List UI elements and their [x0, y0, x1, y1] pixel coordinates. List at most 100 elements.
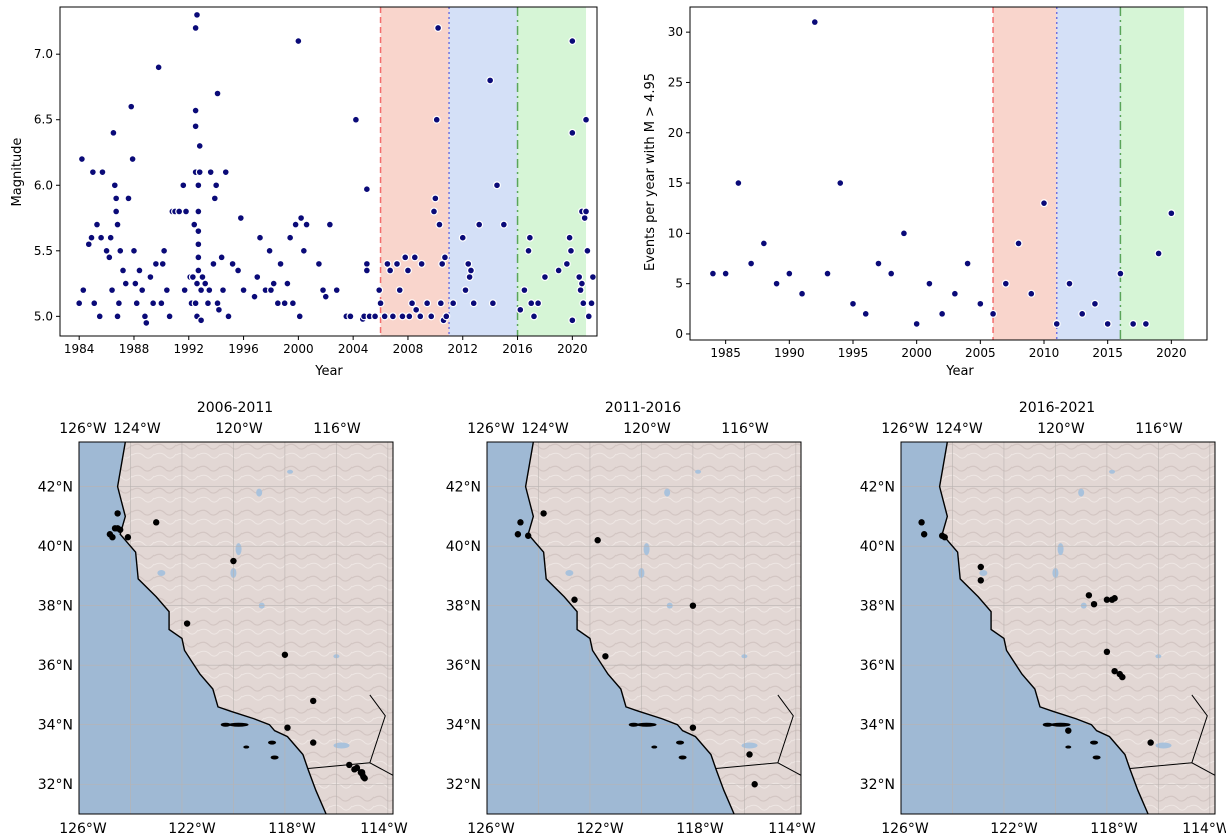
data-point [158, 259, 167, 268]
data-point [1065, 279, 1074, 288]
data-point [376, 299, 385, 308]
map-left-tick-label: 32°N [38, 777, 73, 793]
map-title: 2011-2016 [605, 400, 681, 416]
island [268, 740, 277, 745]
data-point [492, 181, 501, 190]
lake [1155, 742, 1172, 749]
data-point [269, 279, 278, 288]
map-top-tick-label: 120°W [623, 421, 671, 437]
map-title: 2016-2021 [1019, 400, 1095, 416]
event-dot [540, 510, 547, 517]
data-point [190, 220, 199, 229]
data-point [346, 312, 355, 321]
coastline [938, 442, 1149, 814]
data-point [1052, 319, 1061, 328]
data-point [201, 279, 210, 288]
event-dot [284, 724, 291, 731]
data-point [88, 168, 97, 177]
data-point [236, 214, 245, 223]
lake [235, 543, 242, 556]
data-point [810, 18, 819, 27]
data-point [540, 273, 549, 282]
data-point [138, 286, 147, 295]
island [1065, 745, 1072, 749]
map-top-tick-label: 126°W [881, 421, 929, 437]
data-point [403, 266, 412, 275]
data-point [772, 279, 781, 288]
data-point [92, 220, 101, 229]
data-point [179, 181, 188, 190]
data-point [465, 273, 474, 282]
data-point [302, 220, 311, 229]
data-point [417, 259, 426, 268]
data-point [79, 286, 88, 295]
lake [1109, 469, 1116, 474]
data-point [234, 266, 243, 275]
data-point [192, 10, 201, 19]
data-point [423, 299, 432, 308]
event-dot [514, 531, 522, 538]
data-point [580, 214, 589, 223]
data-point [203, 299, 212, 308]
y-tick-label: 20 [668, 126, 683, 140]
map-left-tick-label: 34°N [446, 718, 481, 734]
data-point [566, 246, 575, 255]
data-point [412, 305, 421, 314]
event-dot [746, 751, 753, 758]
data-point [351, 115, 360, 124]
lake [643, 543, 650, 556]
island [1050, 722, 1071, 727]
data-point [197, 286, 206, 295]
y-axis-ticks: 5.0 5.5 6.0 6.5 7.0 [34, 47, 60, 323]
y-tick-label: 5.0 [34, 309, 53, 323]
data-point [209, 259, 218, 268]
y-tick-label: 10 [668, 226, 683, 240]
map-top-tick-label: 116°W [721, 421, 769, 437]
lake [695, 469, 702, 474]
data-point [121, 279, 130, 288]
data-point [108, 286, 117, 295]
data-point [520, 286, 529, 295]
data-point [325, 220, 334, 229]
data-point [180, 286, 189, 295]
island [1092, 755, 1101, 760]
map-top-tick-label: 120°W [215, 421, 263, 437]
data-point [398, 312, 407, 321]
map-panel: 2011-2016 126°W 124°W 120°W 116°W 42°N 40°N 38°… [446, 400, 816, 837]
period-region-1 [449, 7, 518, 336]
data-point [1040, 199, 1049, 208]
data-point [759, 239, 768, 248]
island [270, 755, 279, 760]
x-tick-label: 1988 [119, 342, 150, 356]
data-point [405, 312, 414, 321]
data-point [265, 246, 274, 255]
data-point [114, 299, 123, 308]
x-axis-ticks: 1984 1988 1992 1996 2000 2004 2008 2012 2016 2020 [64, 336, 588, 356]
event-dot [310, 697, 317, 705]
data-point [371, 312, 380, 321]
data-point [427, 312, 436, 321]
data-point [106, 233, 115, 242]
data-point [142, 318, 151, 327]
land [117, 442, 393, 814]
event-dot [517, 519, 524, 526]
data-point [584, 312, 593, 321]
data-point [861, 309, 870, 318]
data-point [488, 299, 497, 308]
data-point [568, 128, 577, 137]
event-dot [281, 651, 289, 658]
lake [979, 569, 988, 576]
data-point [105, 253, 114, 262]
data-point [191, 122, 200, 131]
data-point [194, 207, 203, 216]
period-region-1 [1056, 7, 1121, 340]
data-point [191, 23, 200, 32]
data-point [431, 194, 440, 203]
data-point [295, 312, 304, 321]
y-tick-label: 30 [668, 25, 683, 39]
map-top-tick-label: 120°W [1037, 421, 1085, 437]
data-point [887, 269, 896, 278]
map-left-tick-label: 34°N [860, 718, 895, 734]
map-left-tick-label: 36°N [860, 658, 895, 674]
